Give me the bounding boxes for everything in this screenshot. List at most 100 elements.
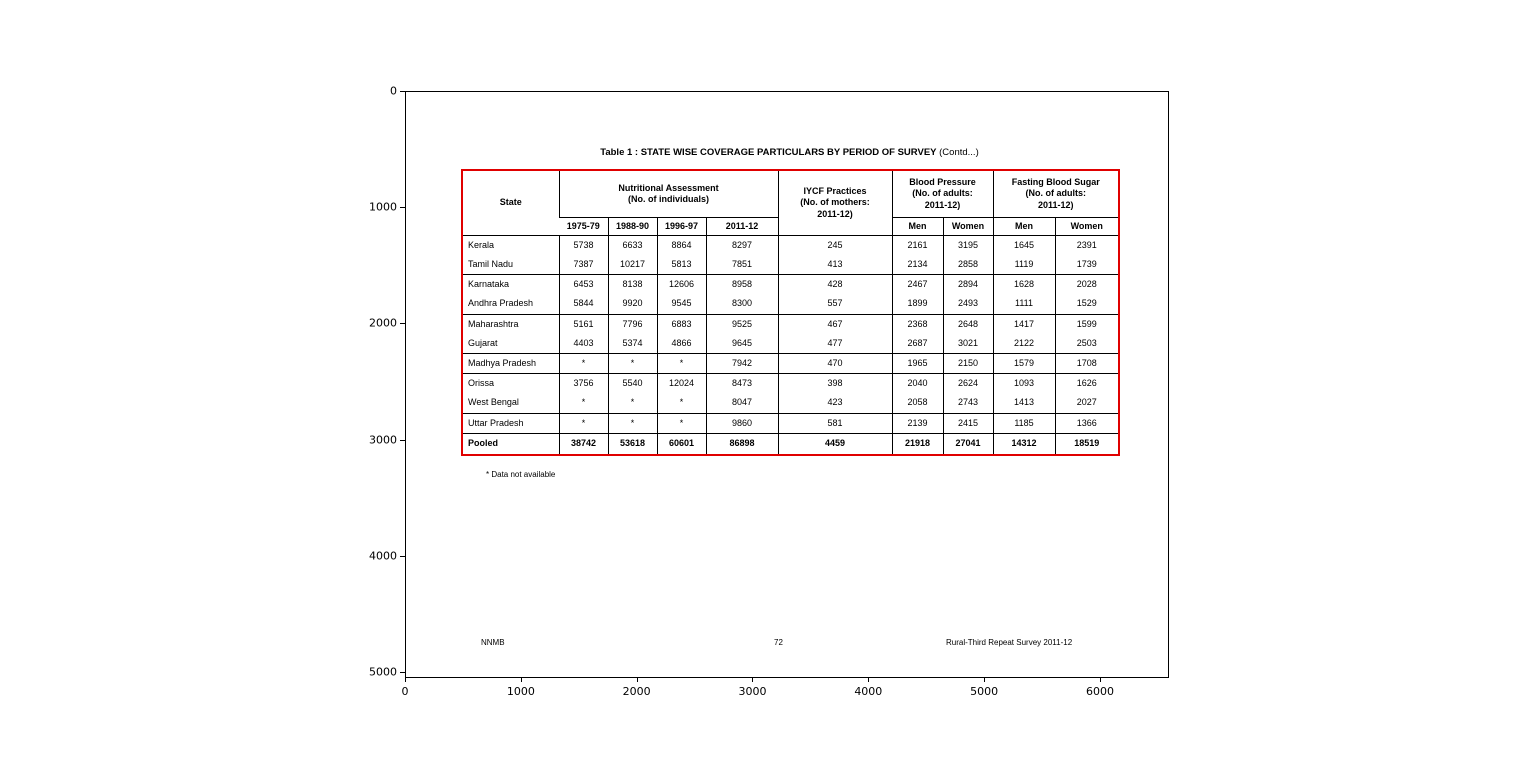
y-axis-tick-mark	[400, 555, 405, 557]
value-cell: 2858	[942, 255, 994, 275]
value-cell: *	[656, 393, 706, 414]
x-axis-tick-mark	[520, 677, 522, 682]
value-cell: 7942	[705, 352, 779, 374]
value-cell: 1185	[992, 412, 1056, 434]
value-cell: 5738	[558, 235, 608, 256]
state-header: State	[462, 170, 559, 236]
coverage-table-head: State Nutritional Assessment (No. of indiv…	[462, 170, 1120, 236]
value-cell: 8958	[705, 274, 779, 295]
state-cell: West Bengal	[468, 397, 519, 408]
value-cell: 2027	[1054, 393, 1120, 414]
value-cell: 10217	[607, 255, 657, 275]
sub-column-header: Women	[942, 217, 994, 236]
value-cell: 3756	[558, 373, 608, 394]
y-axis-tick-mark	[400, 672, 405, 673]
state-cell: Maharashtra	[462, 313, 559, 334]
y-axis-tick-label: 5000	[369, 665, 397, 679]
sub-column-header: Men	[992, 217, 1056, 236]
value-cell: 1965	[891, 352, 944, 374]
value-cell: 8864	[656, 235, 706, 256]
value-cell: 1417	[992, 313, 1056, 334]
sub-column-header: 2011-12	[705, 217, 779, 236]
header-row-sub: 1975-79 1988-90 1996-97 2011-12 Men Women Men W…	[462, 217, 1120, 236]
table-row: Gujarat 4403 5374 4866 9645 477 2687 3021 2122 25…	[462, 333, 1120, 354]
table-title-suffix: (Contd...)	[936, 147, 979, 158]
value-cell: 14312	[992, 433, 1056, 455]
value-cell: 1899	[891, 294, 944, 315]
value-cell: 2028	[1054, 274, 1120, 295]
value-cell: 2134	[891, 255, 944, 275]
value-cell: 12024	[656, 373, 706, 394]
value-cell: 470	[777, 352, 893, 374]
value-cell: 2503	[1054, 333, 1120, 354]
value-cell: *	[656, 412, 706, 434]
x-axis-tick-mark	[868, 677, 870, 682]
value-cell: 8047	[705, 393, 779, 414]
value-cell: 1628	[992, 274, 1056, 295]
value-cell: 1529	[1054, 294, 1120, 315]
value-cell: 53618	[607, 433, 657, 455]
value-cell: 8138	[607, 274, 657, 295]
table-row: Madhya Pradesh * * * 7942 470 1965 2150 1579 1708	[462, 352, 1120, 374]
blood-pressure-header: Blood Pressure (No. of adults: 2011-12)	[891, 170, 994, 218]
value-cell: 38742	[558, 433, 608, 455]
value-cell: 2058	[891, 393, 944, 414]
coverage-table-body: Kerala 5738 6633 8864 8297 245 2161 3195 1645 239…	[462, 235, 1120, 455]
value-cell: 9645	[705, 333, 779, 354]
state-cell: Gujarat	[468, 337, 498, 348]
value-cell: 467	[777, 313, 893, 334]
x-axis-tick-label: 5000	[970, 685, 999, 698]
value-cell: 1739	[1054, 255, 1120, 275]
table-row: Andhra Pradesh 5844 9920 9545 8300 557 1899 249…	[462, 294, 1120, 315]
value-cell: 6633	[607, 235, 657, 256]
y-axis-tick-mark	[400, 91, 405, 92]
nutritional-assessment-header: Nutritional Assessment (No. of individual…	[558, 170, 779, 218]
y-axis-tick-mark	[400, 439, 405, 441]
x-axis-tick-label: 1000	[506, 685, 535, 698]
value-cell: *	[558, 412, 608, 434]
value-cell: 8300	[705, 294, 779, 315]
table-row: Orissa 3756 5540 12024 8473 398 2040 2624 1093 16…	[462, 373, 1120, 394]
value-cell: *	[607, 412, 657, 434]
coverage-table: State Nutritional Assessment (No. of indiv…	[461, 169, 1121, 456]
plot-area: Table 1 : STATE WISE COVERAGE PARTICULAR…	[405, 91, 1169, 678]
value-cell: 2161	[891, 235, 944, 256]
state-cell: Pooled	[462, 433, 559, 455]
value-cell: 2743	[942, 393, 994, 414]
value-cell: 2415	[942, 412, 994, 434]
value-cell: 5161	[558, 313, 608, 334]
value-cell: 2150	[942, 352, 994, 374]
x-axis-tick-label: 3000	[738, 685, 767, 698]
value-cell: 413	[777, 255, 893, 275]
value-cell: *	[656, 352, 706, 374]
value-cell: 2648	[942, 313, 994, 334]
value-cell: 60601	[656, 433, 706, 455]
value-cell: 5813	[656, 255, 706, 275]
value-cell: 12606	[656, 274, 706, 295]
value-cell: 1599	[1054, 313, 1120, 334]
value-cell: 1413	[992, 393, 1056, 414]
sub-column-header: 1975-79	[559, 217, 608, 236]
value-cell: 2391	[1054, 235, 1120, 256]
footnote: * Data not available	[486, 470, 556, 479]
value-cell: 7851	[705, 255, 779, 275]
value-cell: 1119	[992, 255, 1056, 275]
state-cell: Karnataka	[462, 274, 559, 295]
value-cell: 1645	[992, 235, 1056, 256]
value-cell: 18519	[1054, 433, 1120, 455]
footer-source: NNMB	[481, 638, 505, 647]
table-row: Pooled 38742 53618 60601 86898 4459 21918 27041…	[462, 433, 1120, 455]
value-cell: 1708	[1054, 352, 1120, 374]
footer-survey-label: Rural-Third Repeat Survey 2011-12	[946, 638, 1073, 647]
value-cell: 9545	[656, 294, 706, 315]
x-axis-tick-label: 6000	[1085, 685, 1114, 698]
x-axis-tick-mark	[636, 677, 638, 682]
table-row: Maharashtra 5161 7796 6883 9525 467 2368 2648 14…	[462, 313, 1120, 334]
y-axis-tick-label: 1000	[369, 200, 397, 214]
state-cell: Uttar Pradesh	[462, 412, 559, 434]
value-cell: 8473	[705, 373, 779, 394]
value-cell: 5844	[558, 294, 608, 315]
value-cell: *	[607, 352, 657, 374]
value-cell: 1366	[1054, 412, 1120, 434]
value-cell: 2894	[942, 274, 994, 295]
